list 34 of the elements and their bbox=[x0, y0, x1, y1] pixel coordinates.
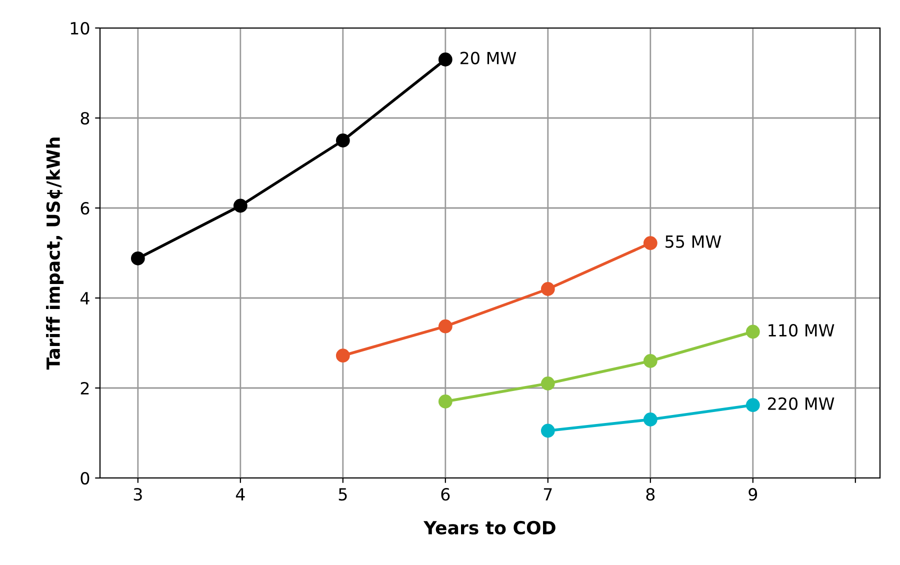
y-tick-label: 6 bbox=[80, 202, 90, 215]
x-tick-label: 6 bbox=[441, 488, 450, 501]
y-axis-title: Tariff impact, US¢/kWh bbox=[46, 138, 64, 370]
point bbox=[438, 319, 452, 334]
x-tick-label: 7 bbox=[544, 488, 552, 500]
y-tick-label: 0 bbox=[80, 472, 90, 485]
point bbox=[540, 282, 555, 296]
series-label: 110 MW bbox=[768, 324, 834, 337]
point bbox=[336, 348, 350, 363]
y-tick-label: 4 bbox=[80, 292, 90, 304]
point bbox=[438, 52, 452, 66]
point bbox=[540, 376, 555, 390]
x-tick-label: 9 bbox=[748, 488, 758, 501]
x-tick-label: 5 bbox=[338, 488, 347, 501]
point bbox=[130, 251, 145, 266]
point bbox=[438, 394, 452, 408]
point bbox=[233, 198, 248, 213]
y-tick-label: 10 bbox=[70, 22, 90, 35]
x-tick-label: 4 bbox=[236, 488, 245, 500]
x-tick-label: 3 bbox=[134, 488, 142, 501]
y-tick-label: 2 bbox=[80, 382, 89, 394]
point bbox=[643, 236, 658, 250]
point bbox=[643, 412, 658, 426]
point bbox=[336, 134, 350, 148]
series-label: 20 MW bbox=[460, 52, 516, 64]
x-tick-label: 8 bbox=[646, 488, 655, 501]
x-axis-title: Years to COD bbox=[423, 520, 556, 534]
point bbox=[643, 354, 658, 368]
series-label: 220 MW bbox=[768, 397, 834, 410]
series-label: 55 MW bbox=[666, 236, 722, 248]
point bbox=[746, 324, 760, 339]
point bbox=[746, 398, 760, 412]
point bbox=[540, 424, 555, 438]
y-tick-label: 8 bbox=[80, 112, 90, 125]
